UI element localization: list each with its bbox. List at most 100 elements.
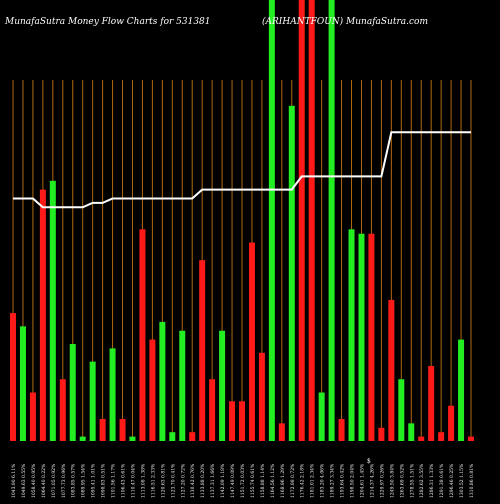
x-tick-label: 1181.01 2.34% xyxy=(310,463,316,498)
bar xyxy=(129,436,136,441)
bar xyxy=(219,330,226,441)
bar xyxy=(458,339,465,441)
x-tick-label: 1310.86 0.81% xyxy=(469,463,475,498)
x-tick-label: 1249.50 3.84% xyxy=(389,463,395,498)
bar xyxy=(368,233,375,441)
x-tick-label: 1130.42 0.76% xyxy=(190,463,196,498)
x-tick-label: 1164.56 1.12% xyxy=(270,463,276,498)
bar xyxy=(39,189,46,441)
bar xyxy=(248,242,255,441)
x-tick-label: 1137.31 1.66% xyxy=(210,463,216,498)
bar xyxy=(408,423,415,441)
x-tick-label: 1110.47 0.04% xyxy=(130,463,136,498)
bar xyxy=(448,405,455,441)
bar xyxy=(239,401,245,441)
x-tick-label: 1189.27 3.34% xyxy=(330,463,336,498)
bar xyxy=(79,436,86,441)
footer-label: $ xyxy=(367,458,371,465)
x-tick-label: 1120.63 0.81% xyxy=(160,463,166,498)
bar xyxy=(308,0,315,441)
bar xyxy=(159,321,166,441)
bar xyxy=(149,339,156,441)
bar xyxy=(328,0,335,441)
bar xyxy=(139,229,146,441)
x-tick-label: 1106.43 0.61% xyxy=(121,463,127,498)
x-tick-label: 1142.09 1.18% xyxy=(220,463,226,498)
x-tick-label: 1158.88 1.14% xyxy=(260,463,266,498)
bar xyxy=(418,436,425,441)
bar xyxy=(119,418,126,441)
x-tick-label: 1098.83 0.51% xyxy=(101,463,107,498)
x-tick-labels: 1043.90 6.11% 1049.63 0.55% 1058.40 0.95% 1… xyxy=(11,463,475,498)
x-tick-label: 1263.69 0.52% xyxy=(399,463,405,498)
bar xyxy=(29,392,36,441)
bar xyxy=(268,0,275,441)
x-tick-label: 1083.85 0.57% xyxy=(71,463,77,498)
x-tick-label: 1043.90 6.11% xyxy=(11,463,17,498)
bar xyxy=(179,330,186,441)
bar xyxy=(398,379,405,441)
bar xyxy=(59,379,66,441)
x-tick-label: 1172.98 0.72% xyxy=(290,463,296,498)
bar xyxy=(199,260,206,441)
x-tick-label: 1127.20 0.72% xyxy=(180,463,186,498)
bar xyxy=(438,432,445,441)
bar xyxy=(189,432,196,441)
chart-subtitle: (ARIHANTFOUN) MunafaSutra.com xyxy=(262,16,428,27)
x-tick-label: 1116.51 2.33% xyxy=(150,463,156,498)
bar xyxy=(318,392,325,441)
x-tick-label: 1193.64 0.42% xyxy=(340,463,346,498)
bar xyxy=(258,352,265,441)
bar xyxy=(468,436,474,441)
bar xyxy=(378,427,385,441)
bar xyxy=(19,326,26,441)
bar xyxy=(10,313,16,441)
x-tick-label: 1303.52 1.15% xyxy=(459,463,465,498)
x-tick-label: 1064.40 0.22% xyxy=(41,463,47,498)
x-tick-label: 1058.40 0.95% xyxy=(31,463,37,498)
bar xyxy=(348,229,355,441)
bar xyxy=(288,105,295,441)
money-flow-line xyxy=(13,131,471,209)
x-tick-label: 1183.20 4.06% xyxy=(320,463,326,498)
bar xyxy=(388,299,395,441)
x-tick-label: 1176.42 2.18% xyxy=(300,463,306,498)
x-tick-label: 1147.49 0.09% xyxy=(230,463,236,498)
x-tick-label: 1204.61 1.45% xyxy=(359,463,365,498)
x-tick-label: 1229.97 0.26% xyxy=(379,463,385,498)
bar xyxy=(169,432,176,441)
bar xyxy=(109,348,116,441)
x-tick-label: 1278.55 1.51% xyxy=(409,463,415,498)
bar xyxy=(338,418,345,441)
bars xyxy=(10,0,474,441)
bar xyxy=(49,180,56,441)
x-tick-label: 1071.05 0.92% xyxy=(51,463,57,498)
chart-title: MunafaSutra Money Flow Charts for 531381 xyxy=(4,17,211,27)
x-tick-label: 1113.08 1.38% xyxy=(140,463,146,498)
bar xyxy=(428,366,435,441)
x-tick-label: 1214.37 4.26% xyxy=(369,463,375,498)
x-tick-label: 1286.31 1.33% xyxy=(429,463,435,498)
x-tick-label: 1049.63 0.55% xyxy=(21,463,27,498)
x-tick-label: 1291.38 0.61% xyxy=(439,463,445,498)
bar xyxy=(229,401,236,441)
x-tick-label: 1101.56 1.17% xyxy=(111,463,117,498)
x-tick-label: 1198.50 2.04% xyxy=(350,463,356,498)
bar xyxy=(69,343,76,441)
bar xyxy=(358,233,365,441)
x-tick-label: 1282.62 3.55% xyxy=(419,463,425,498)
x-tick-label: 1077.73 0.96% xyxy=(61,463,67,498)
bar xyxy=(298,0,305,441)
x-tick-label: 1155.74 0.61% xyxy=(250,463,256,498)
x-tick-label: 1151.72 0.03% xyxy=(240,463,246,498)
bar xyxy=(278,423,285,441)
x-tick-label: 1123.70 0.41% xyxy=(170,463,176,498)
x-tick-label: 1168.96 1.29% xyxy=(280,463,286,498)
bar xyxy=(89,361,96,441)
x-tick-label: 1133.88 0.20% xyxy=(200,463,206,498)
bar xyxy=(209,379,216,441)
money-flow-line-path xyxy=(13,131,471,209)
x-tick-label: 1089.95 1.54% xyxy=(81,463,87,498)
